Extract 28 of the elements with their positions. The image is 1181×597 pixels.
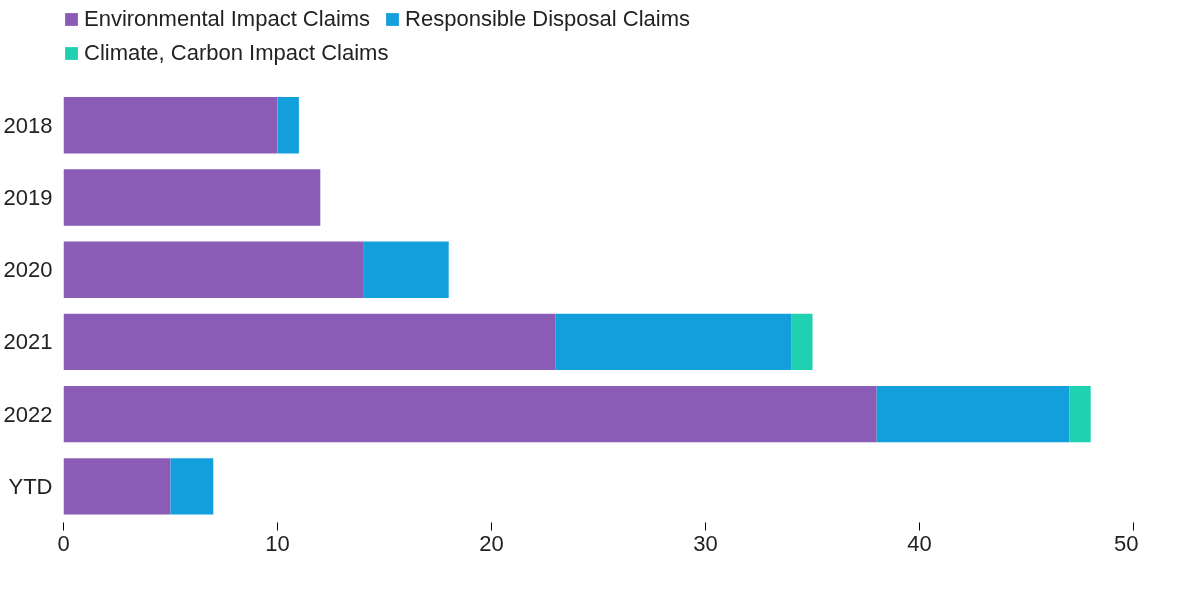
y-tick-label: YTD — [8, 473, 53, 499]
bar — [791, 313, 813, 371]
x-tick-label: 20 — [479, 530, 504, 556]
bar — [363, 241, 449, 298]
y-tick-label: 2022 — [3, 401, 53, 427]
bar — [277, 97, 299, 154]
bar — [555, 313, 792, 371]
y-tick-label: 2019 — [3, 185, 53, 210]
bar — [876, 386, 1070, 443]
y-tick-label: 2018 — [3, 112, 53, 138]
x-tick-label: 10 — [265, 530, 290, 556]
bar — [63, 386, 877, 443]
bar — [1069, 386, 1091, 443]
x-tick-label: 30 — [693, 530, 718, 556]
bar — [63, 241, 364, 298]
legend-label: Climate, Carbon Impact Claims — [84, 40, 389, 66]
bar — [170, 458, 214, 515]
bar — [63, 458, 171, 515]
legend-label: Environmental Impact Claims — [84, 6, 371, 32]
x-tick-label: 50 — [1114, 530, 1139, 556]
y-tick-label: 2021 — [3, 329, 53, 355]
legend-label: Responsible Disposal Claims — [405, 6, 691, 32]
bar — [63, 169, 321, 226]
x-tick-label: 0 — [57, 530, 70, 556]
x-tick-label: 40 — [907, 530, 932, 556]
bar — [63, 313, 556, 371]
y-tick-label: 2020 — [3, 257, 53, 283]
bar — [63, 97, 278, 154]
